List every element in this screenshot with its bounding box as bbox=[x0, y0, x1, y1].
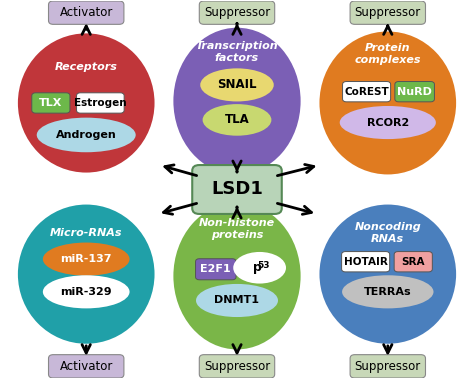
Text: TLX: TLX bbox=[39, 98, 63, 108]
FancyBboxPatch shape bbox=[196, 259, 236, 280]
Text: RCOR2: RCOR2 bbox=[367, 117, 409, 127]
Text: miR-329: miR-329 bbox=[60, 287, 112, 297]
Text: p: p bbox=[253, 261, 262, 274]
FancyBboxPatch shape bbox=[199, 355, 275, 378]
Ellipse shape bbox=[342, 275, 434, 309]
Text: E2F1: E2F1 bbox=[201, 264, 231, 274]
Ellipse shape bbox=[18, 205, 155, 344]
Text: SNAIL: SNAIL bbox=[217, 78, 257, 91]
FancyBboxPatch shape bbox=[342, 252, 390, 272]
Ellipse shape bbox=[43, 275, 129, 309]
FancyBboxPatch shape bbox=[394, 252, 432, 272]
Ellipse shape bbox=[18, 33, 155, 172]
Text: miR-137: miR-137 bbox=[61, 254, 112, 264]
Text: HOTAIR: HOTAIR bbox=[344, 257, 388, 267]
Text: TLA: TLA bbox=[225, 113, 249, 127]
Text: Transcription
factors: Transcription factors bbox=[196, 41, 278, 63]
Text: Noncoding
RNAs: Noncoding RNAs bbox=[355, 222, 421, 244]
Ellipse shape bbox=[36, 117, 136, 152]
FancyBboxPatch shape bbox=[343, 81, 391, 102]
Ellipse shape bbox=[319, 31, 456, 174]
Text: Suppressor: Suppressor bbox=[204, 360, 270, 373]
FancyBboxPatch shape bbox=[350, 355, 426, 378]
Text: LSD1: LSD1 bbox=[211, 180, 263, 199]
Text: SRA: SRA bbox=[401, 257, 425, 267]
Text: Androgen: Androgen bbox=[56, 130, 117, 140]
Ellipse shape bbox=[196, 284, 278, 317]
Text: NuRD: NuRD bbox=[397, 87, 432, 97]
Text: Micro-RNAs: Micro-RNAs bbox=[50, 228, 122, 238]
FancyBboxPatch shape bbox=[48, 355, 124, 378]
Text: TERRAs: TERRAs bbox=[364, 287, 411, 297]
Ellipse shape bbox=[173, 28, 301, 174]
Text: Estrogen: Estrogen bbox=[74, 98, 127, 108]
FancyBboxPatch shape bbox=[350, 1, 426, 24]
Ellipse shape bbox=[173, 203, 301, 349]
FancyBboxPatch shape bbox=[32, 93, 70, 113]
Text: Activator: Activator bbox=[60, 6, 113, 19]
Ellipse shape bbox=[200, 68, 274, 102]
Text: Suppressor: Suppressor bbox=[355, 6, 421, 19]
FancyBboxPatch shape bbox=[48, 1, 124, 24]
Text: 53: 53 bbox=[257, 261, 270, 270]
Ellipse shape bbox=[202, 104, 272, 136]
Text: DNMT1: DNMT1 bbox=[215, 296, 259, 305]
Ellipse shape bbox=[319, 205, 456, 344]
Ellipse shape bbox=[340, 106, 436, 139]
FancyBboxPatch shape bbox=[192, 165, 282, 214]
Text: Receptors: Receptors bbox=[55, 62, 118, 72]
Text: CoREST: CoREST bbox=[344, 87, 389, 97]
Text: Activator: Activator bbox=[60, 360, 113, 373]
FancyBboxPatch shape bbox=[199, 1, 275, 24]
Text: Protein
complexes: Protein complexes bbox=[355, 43, 421, 65]
FancyBboxPatch shape bbox=[395, 81, 435, 102]
Ellipse shape bbox=[43, 243, 129, 276]
Text: Suppressor: Suppressor bbox=[204, 6, 270, 19]
Text: Suppressor: Suppressor bbox=[355, 360, 421, 373]
Text: Non-histone
proteins: Non-histone proteins bbox=[199, 218, 275, 240]
FancyBboxPatch shape bbox=[76, 93, 124, 113]
Ellipse shape bbox=[233, 252, 286, 283]
